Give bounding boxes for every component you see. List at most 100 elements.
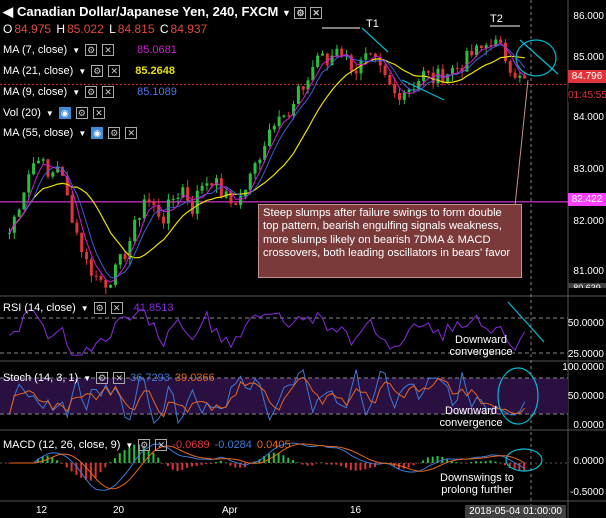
stoch-note: Downward convergence: [439, 405, 503, 429]
candle-body: [36, 160, 40, 164]
candle-body: [518, 75, 522, 78]
candle-body: [369, 53, 373, 55]
candle-body: [436, 68, 440, 84]
macd-histogram-bar: [306, 463, 309, 466]
settings-icon[interactable]: ⚙: [85, 86, 98, 98]
indicator-label: MA (9, close): [3, 86, 68, 98]
macd-tick: 0.0000: [573, 456, 604, 467]
close-value: 84.937: [170, 22, 208, 36]
candle-body: [287, 115, 291, 117]
close-icon[interactable]: ✕: [102, 86, 115, 98]
candle-body: [330, 55, 334, 66]
close-icon[interactable]: ✕: [102, 44, 115, 56]
dropdown-icon[interactable]: ▼: [78, 66, 87, 76]
settings-icon[interactable]: ⚙: [91, 65, 104, 77]
candle-body: [407, 89, 411, 93]
open-value: 84.975: [14, 22, 52, 36]
settings-icon[interactable]: ⚙: [96, 372, 109, 384]
close-icon[interactable]: ✕: [125, 127, 138, 139]
price-tick: 86.000: [573, 11, 604, 22]
macd-histogram-bar: [335, 463, 338, 465]
candle-body: [190, 200, 194, 214]
candle-body: [162, 216, 166, 224]
macd-histogram-bar: [320, 462, 323, 463]
macd-header[interactable]: MACD (12, 26, close, 9) ▼ ⚙ ✕ -0.0689 -0.0…: [3, 439, 291, 451]
macd-histogram-bar: [431, 456, 434, 463]
indicator-ma7[interactable]: MA (7, close) ▼ ⚙ ✕ 85.0681: [3, 44, 177, 56]
close-icon[interactable]: ✕: [110, 302, 123, 314]
rsi-header[interactable]: RSI (14, close) ▼ ⚙ ✕ 41.8513: [3, 302, 173, 314]
ma9-line: [9, 43, 526, 279]
macd-histogram-bar: [436, 456, 439, 463]
settings-icon[interactable]: ⚙: [108, 127, 121, 139]
candle-body: [446, 74, 450, 83]
macd-highlight: [505, 448, 543, 472]
symbol-title[interactable]: Canadian Dollar/Japanese Yen, 240, FXCM: [17, 4, 279, 19]
candle-body: [388, 74, 392, 85]
candle-body: [113, 264, 117, 285]
candle-body: [311, 66, 315, 81]
macd-histogram-bar: [292, 459, 295, 463]
collapse-icon[interactable]: ◀: [3, 4, 13, 19]
dropdown-icon[interactable]: ▼: [125, 440, 134, 450]
dropdown-icon[interactable]: ▼: [83, 373, 92, 383]
dropdown-icon[interactable]: ▼: [72, 45, 81, 55]
close-icon[interactable]: ✕: [155, 439, 168, 451]
macd-histogram-bar: [479, 461, 482, 463]
dropdown-icon[interactable]: ▼: [281, 8, 291, 18]
price-tick: 85.000: [573, 52, 604, 63]
settings-icon[interactable]: ⚙: [294, 7, 307, 19]
candle-body: [412, 89, 416, 91]
high-value: 85.022: [67, 22, 104, 36]
stoch-d-line: [9, 376, 526, 418]
candle-body: [364, 53, 368, 60]
macd-histogram-bar: [99, 463, 102, 473]
macd-histogram-bar: [258, 459, 261, 463]
macd-histogram-bar: [311, 463, 314, 466]
price-tick: 82.000: [573, 216, 604, 227]
close-icon[interactable]: ✕: [92, 107, 105, 119]
macd-signal-value: -0.0284: [214, 439, 252, 451]
dropdown-icon[interactable]: ▼: [45, 108, 54, 118]
stoch-header[interactable]: Stoch (14, 3, 1) ▼ ⚙ ✕ 36.7293 39.0366: [3, 372, 215, 384]
dropdown-icon[interactable]: ▼: [78, 128, 87, 138]
dropdown-icon[interactable]: ▼: [80, 303, 89, 313]
macd-histogram-bar: [296, 462, 299, 463]
settings-icon[interactable]: ⚙: [138, 439, 151, 451]
indicator-ma21[interactable]: MA (21, close) ▼ ⚙ ✕ 85.2648: [3, 65, 175, 77]
candle-body: [470, 50, 474, 56]
macd-histogram-bar: [407, 463, 410, 468]
macd-histogram-bar: [41, 456, 44, 463]
analysis-note[interactable]: Steep slumps after failure swings to for…: [258, 204, 522, 278]
close-icon[interactable]: ✕: [108, 65, 121, 77]
eye-icon[interactable]: ◉: [91, 127, 104, 139]
close-icon[interactable]: ✕: [310, 7, 323, 19]
close-icon[interactable]: ✕: [113, 372, 126, 384]
candle-body: [455, 67, 459, 69]
macd-histogram-bar: [229, 463, 232, 466]
indicator-ma9[interactable]: MA (9, close) ▼ ⚙ ✕ 85.1089: [3, 86, 177, 98]
indicator-volume[interactable]: Vol (20) ▼ ◉ ⚙ ✕: [3, 107, 105, 119]
price-tick: 83.000: [573, 164, 604, 175]
macd-histogram-bar: [85, 463, 88, 481]
stoch-tick: 100.0000: [562, 362, 604, 373]
settings-icon[interactable]: ⚙: [93, 302, 106, 314]
settings-icon[interactable]: ⚙: [75, 107, 88, 119]
indicator-value: 85.0681: [137, 44, 177, 56]
macd-histogram-bar: [508, 463, 511, 468]
candle-body: [503, 42, 507, 62]
macd-histogram-bar: [133, 444, 136, 463]
macd-value: -0.0689: [172, 439, 210, 451]
candle-body: [277, 116, 281, 126]
macd-note: Downswings to prolong further: [440, 472, 514, 496]
macd-histogram-bar: [234, 463, 237, 468]
settings-icon[interactable]: ⚙: [85, 44, 98, 56]
candle-body: [99, 276, 103, 280]
dropdown-icon[interactable]: ▼: [72, 87, 81, 97]
candle-body: [80, 232, 84, 253]
eye-icon[interactable]: ◉: [58, 107, 71, 119]
macd-histogram-bar: [373, 463, 376, 467]
indicator-ma55[interactable]: MA (55, close) ▼ ◉ ⚙ ✕: [3, 127, 138, 139]
macd-label: MACD (12, 26, close, 9): [3, 439, 121, 451]
